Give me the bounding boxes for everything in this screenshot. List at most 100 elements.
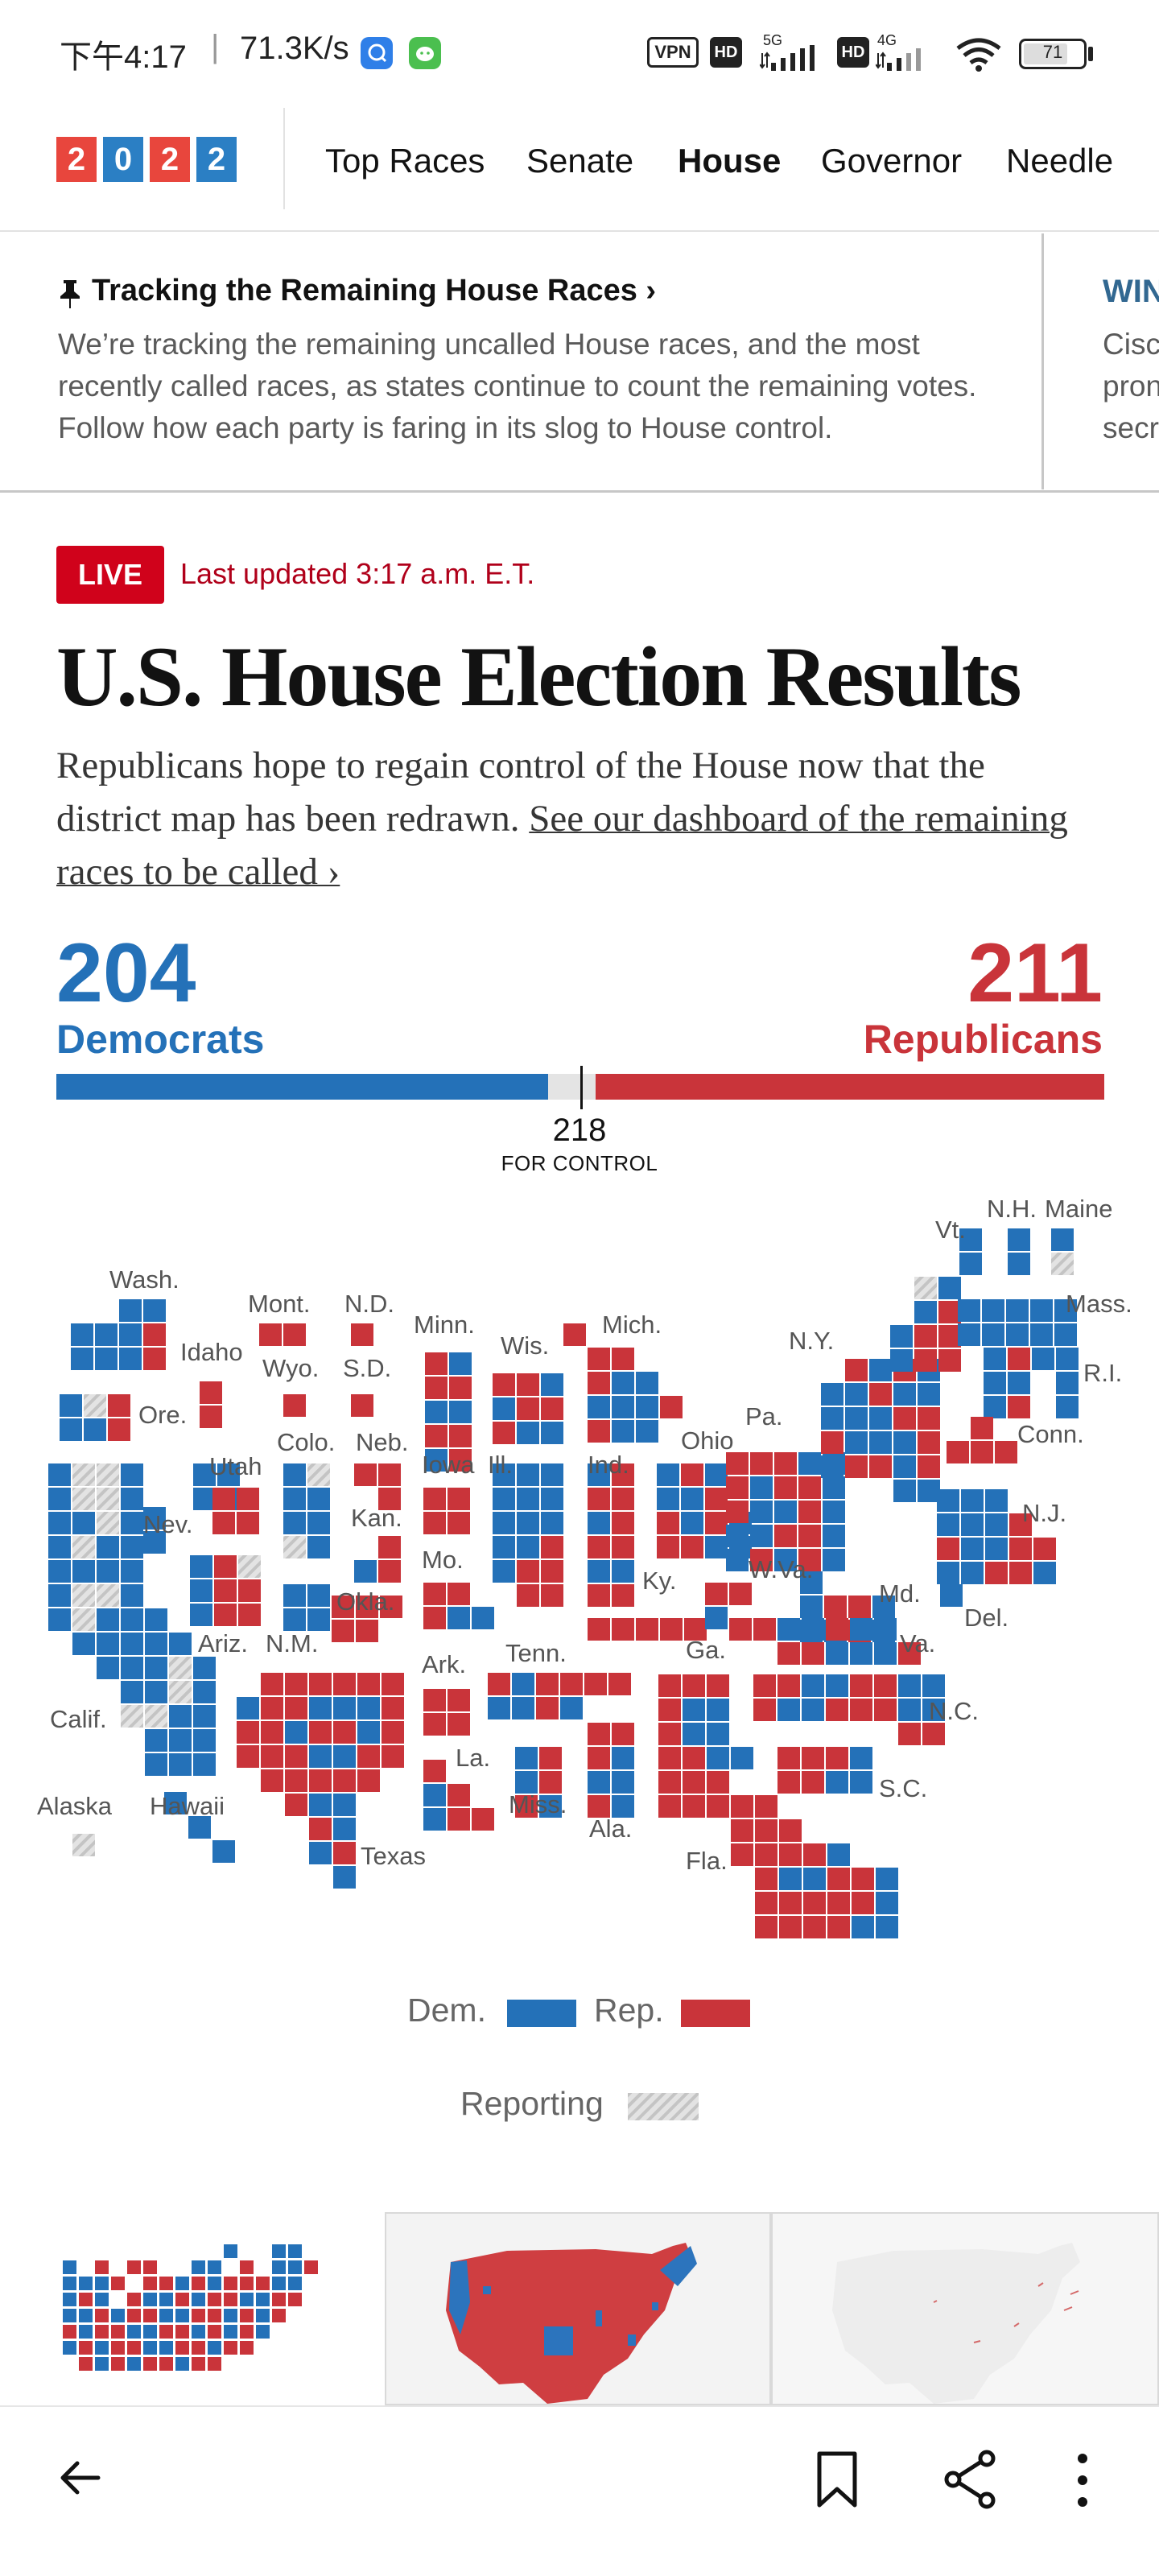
share-icon[interactable] [942, 2449, 1000, 2514]
thumb-cell [63, 2309, 76, 2322]
district-cell [121, 1705, 143, 1728]
district-cell [852, 1892, 874, 1914]
district-cell [259, 1323, 282, 1346]
thumb-cell [175, 2309, 189, 2322]
subhead: Republicans hope to regain control of th… [56, 739, 1079, 898]
district-cell [850, 1747, 872, 1769]
district-cell [517, 1512, 539, 1534]
district-cell [914, 1301, 937, 1323]
map-thumb-grid[interactable] [0, 2212, 385, 2405]
district-cell [169, 1681, 192, 1703]
tracking-remaining-link[interactable]: Tracking the Remaining House Races › [92, 274, 657, 308]
district-cell [657, 1536, 679, 1558]
district-cell [541, 1422, 563, 1444]
label-vt: Vt. [935, 1216, 966, 1244]
dem-seat-count: 204 [56, 927, 196, 1020]
district-cell [914, 1277, 937, 1299]
district-cell [588, 1795, 610, 1818]
district-cell [869, 1359, 892, 1381]
district-cell [1033, 1538, 1056, 1560]
district-cell [938, 1325, 961, 1348]
district-cell [705, 1536, 728, 1558]
label-ore: Ore. [138, 1401, 187, 1429]
district-cell [1032, 1348, 1054, 1370]
label-ga: Ga. [686, 1636, 726, 1664]
district-cell [821, 1407, 843, 1430]
district-cell [1051, 1228, 1074, 1251]
district-cell [1030, 1323, 1053, 1346]
district-cell [72, 1584, 95, 1607]
district-cell [214, 1604, 237, 1626]
legend-rep-label: Rep. [594, 1992, 664, 2029]
district-cell [237, 1512, 259, 1534]
district-cell [448, 1784, 470, 1806]
dashboard-link[interactable]: See our dashboard of the remaining races… [56, 798, 1068, 893]
nav-top-races[interactable]: Top Races [325, 142, 485, 180]
district-cell [1008, 1348, 1030, 1370]
district-cell [612, 1747, 634, 1769]
district-cell [539, 1795, 562, 1818]
district-cell [60, 1418, 82, 1441]
district-cell [750, 1525, 773, 1547]
nav-divider [283, 108, 285, 209]
thumb-county-image [446, 2243, 697, 2404]
district-cell [190, 1579, 212, 1602]
more-menu-icon[interactable] [1070, 2452, 1095, 2512]
district-cell [332, 1620, 354, 1642]
banner-description: We’re tracking the remaining uncalled Ho… [58, 328, 977, 444]
district-cell [588, 1536, 610, 1558]
district-cell [938, 1301, 961, 1323]
vpn-icon: VPN [647, 37, 699, 68]
district-cell [612, 1420, 634, 1443]
bookmark-icon[interactable] [813, 2449, 861, 2514]
pin-icon [58, 279, 82, 313]
district-cell [729, 1583, 752, 1605]
district-cell [351, 1323, 373, 1346]
thumb-cell [143, 2341, 157, 2355]
district-cell [958, 1323, 980, 1346]
next-card-title[interactable]: WIN [1103, 274, 1159, 309]
nav-senate[interactable]: Senate [526, 142, 634, 180]
thumb-cell [240, 2325, 254, 2339]
district-cell [755, 1795, 777, 1818]
map-thumb-county[interactable] [385, 2212, 771, 2405]
label-okla: Okla. [336, 1587, 394, 1616]
district-cell [1008, 1396, 1030, 1418]
seat-bar-dem [56, 1074, 548, 1100]
map-thumb-shift[interactable] [771, 2212, 1159, 2405]
thumb-cell [143, 2293, 157, 2306]
district-cell [803, 1868, 826, 1890]
label-mo: Mo. [422, 1546, 464, 1574]
thumb-cell [127, 2357, 141, 2371]
state-labels: Wash. Mont. N.D. Minn. Wis. Mich. Vt. N.… [37, 1195, 1132, 1875]
district-cell [707, 1771, 729, 1794]
district-cell [357, 1697, 380, 1719]
district-cell [560, 1673, 583, 1695]
district-cell [309, 1673, 332, 1695]
back-arrow-icon[interactable] [56, 2454, 105, 2506]
district-cell [48, 1512, 71, 1534]
district-cell [1054, 1299, 1077, 1322]
district-cell [705, 1488, 728, 1510]
district-cell [937, 1562, 959, 1584]
nav-needle[interactable]: Needle [1006, 142, 1114, 180]
nav-governor[interactable]: Governor [821, 142, 963, 180]
district-cell [1054, 1323, 1077, 1346]
logo-digit: 2 [196, 137, 237, 182]
district-cell [309, 1818, 332, 1840]
control-label: FOR CONTROL [501, 1151, 658, 1175]
label-md: Md. [879, 1579, 921, 1608]
district-cell [726, 1501, 749, 1523]
district-cell [121, 1536, 143, 1558]
district-cell [918, 1480, 940, 1502]
label-ny: N.Y. [789, 1327, 834, 1355]
district-cell [97, 1463, 119, 1486]
district-cell [774, 1525, 797, 1547]
logo-2022[interactable]: 2 0 2 2 [56, 89, 240, 232]
house-district-map[interactable]: Wash. Mont. N.D. Minn. Wis. Mich. Vt. N.… [0, 1183, 1159, 1940]
seat-bar-rep [596, 1074, 1104, 1100]
nav-house[interactable]: House [678, 142, 782, 180]
district-cell [357, 1769, 380, 1792]
district-cell [517, 1397, 539, 1420]
district-cell [237, 1697, 259, 1719]
